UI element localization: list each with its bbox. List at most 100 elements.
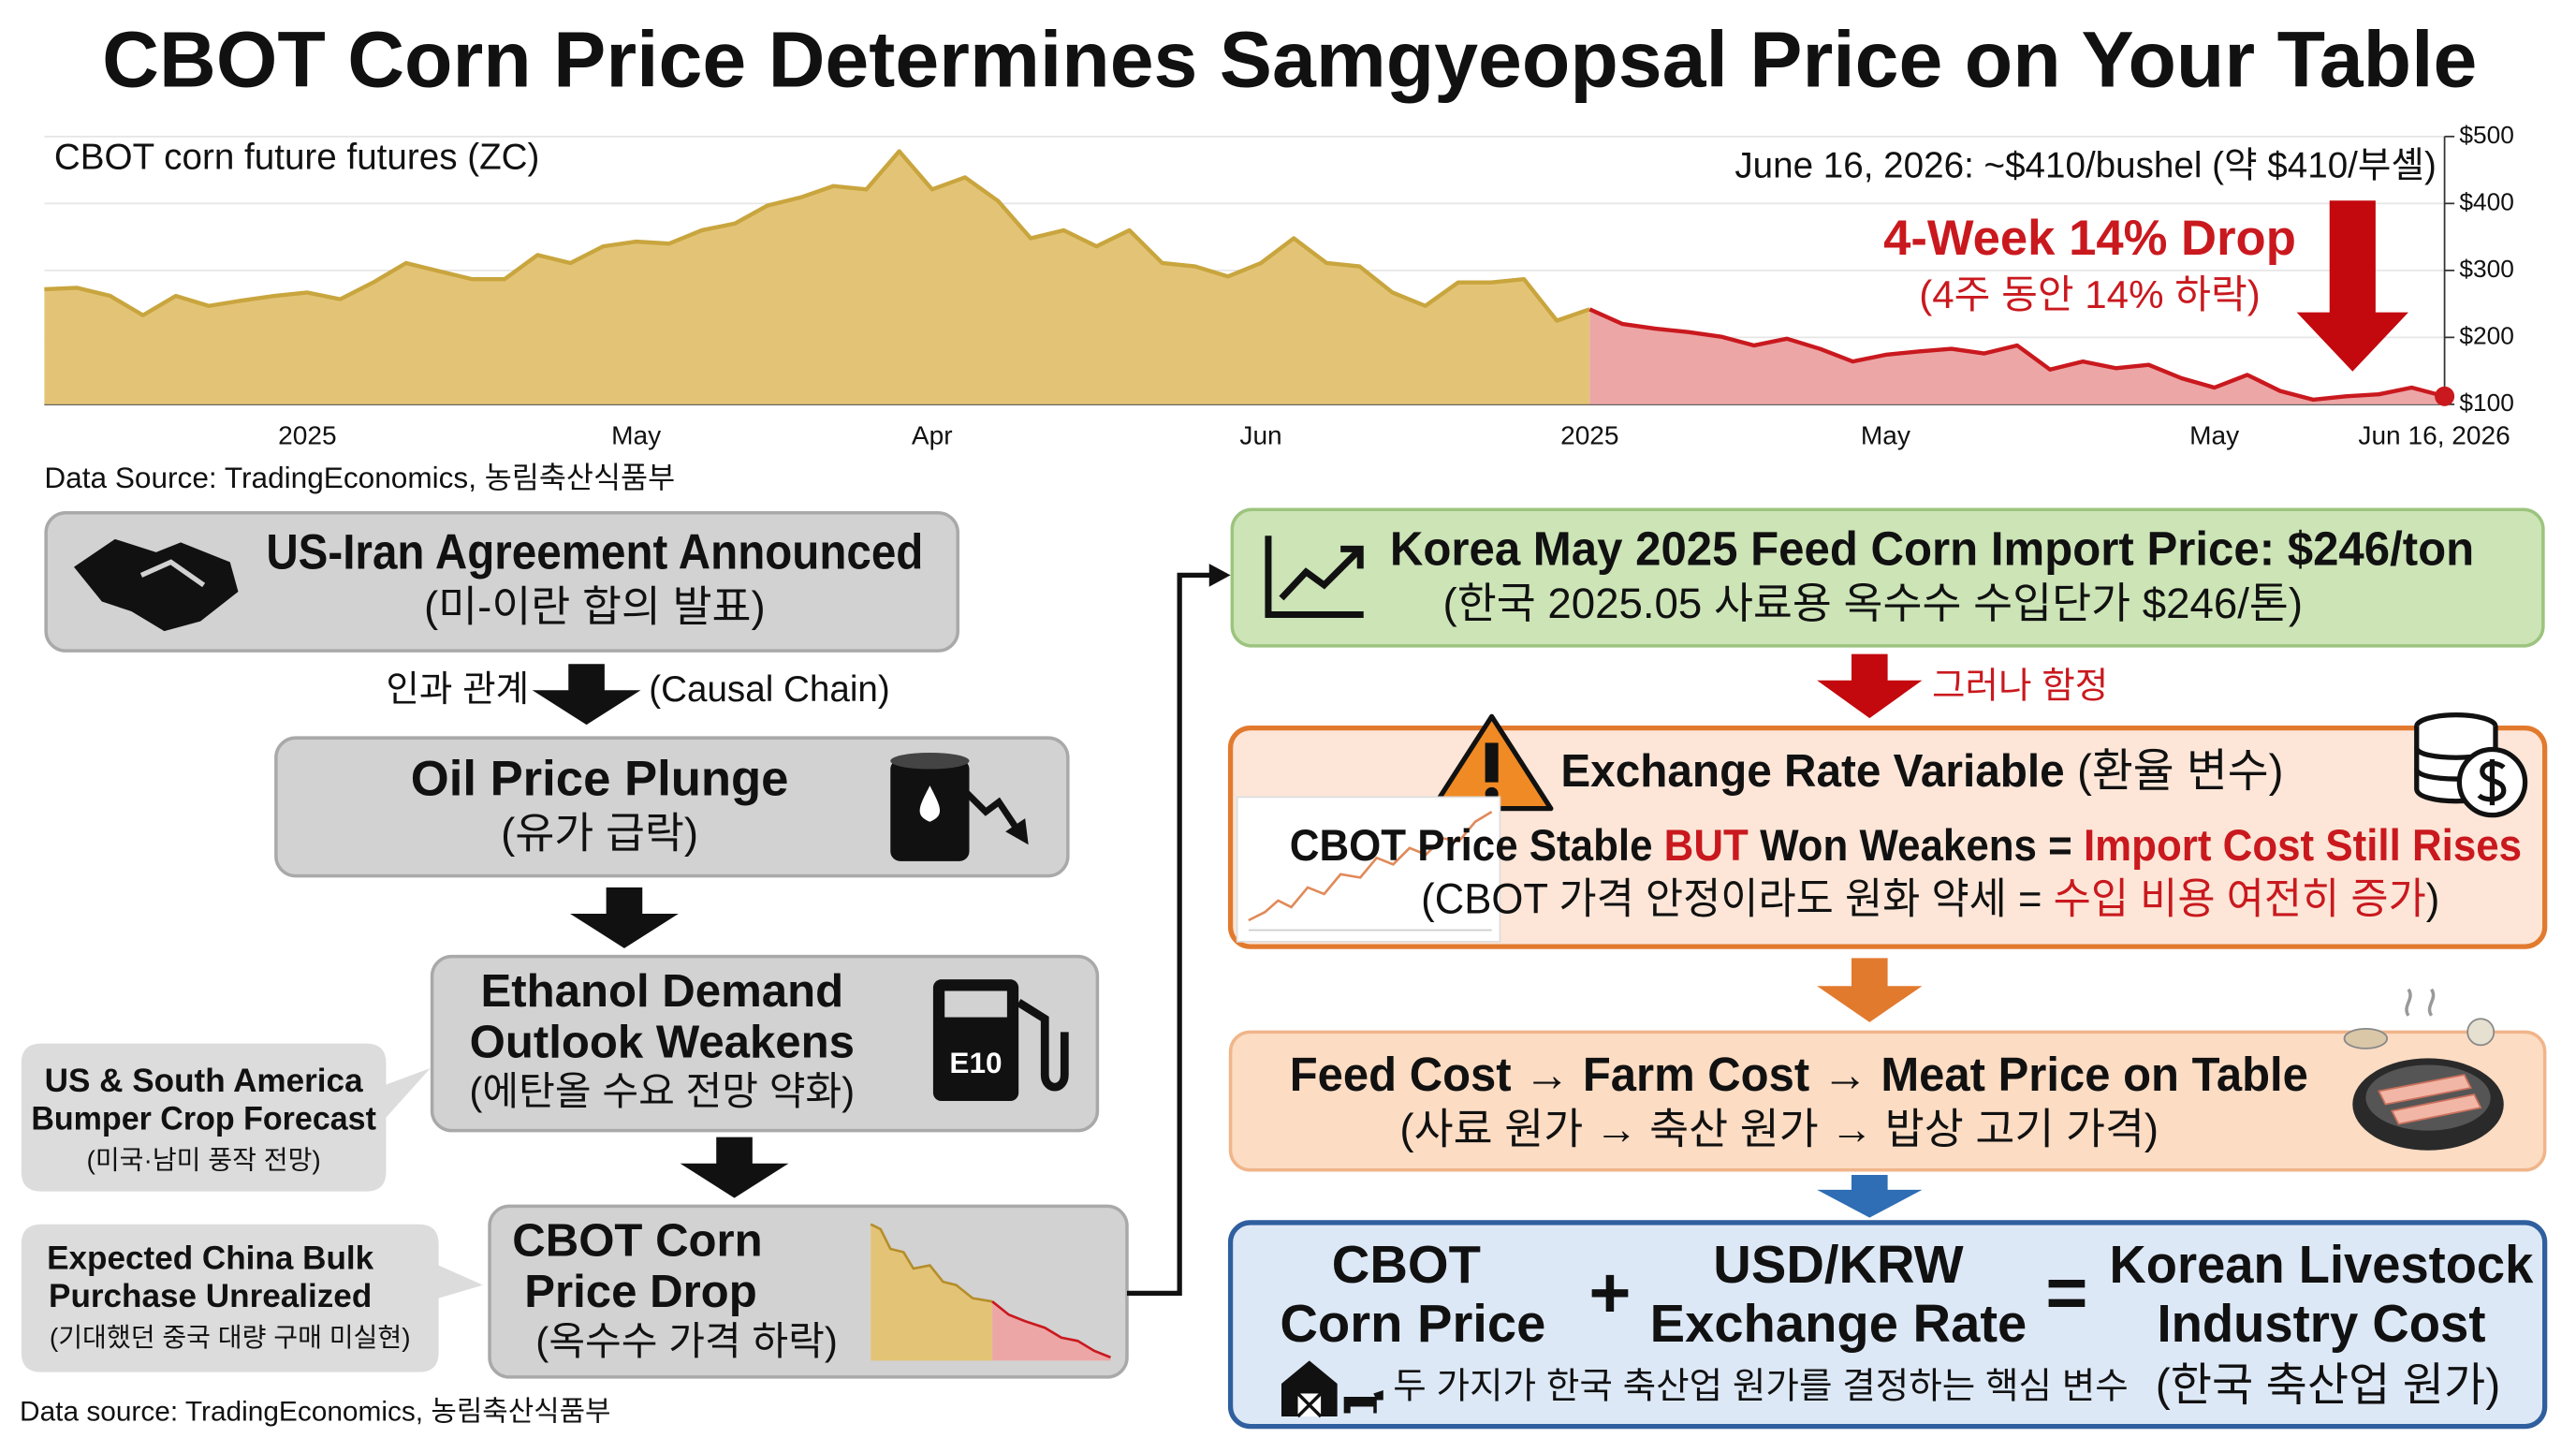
link-label: 인과 관계 bbox=[386, 669, 529, 710]
side-note bbox=[21, 1043, 431, 1192]
barn-icon bbox=[1281, 1360, 1383, 1418]
mini-chart-icon bbox=[870, 1223, 1111, 1361]
formula-term: Corn Price bbox=[1280, 1294, 1545, 1353]
formula-operator: = bbox=[2045, 1253, 2087, 1333]
import-price-subtitle: (한국 2025.05 사료용 옥수수 수입단가 $246/톤) bbox=[1443, 580, 2304, 627]
statement-part: ) bbox=[2426, 875, 2440, 923]
exchange-rate-box bbox=[1227, 726, 2548, 949]
warning-icon bbox=[1429, 713, 1554, 812]
node-subtitle: (유가 급락) bbox=[501, 810, 698, 858]
side-note-text: Bumper Crop Forecast bbox=[31, 1100, 376, 1137]
drop-arrow bbox=[2296, 200, 2408, 372]
y-tick-label: $300 bbox=[2459, 255, 2514, 283]
link-label: (Causal Chain) bbox=[649, 669, 890, 710]
import-price-box bbox=[1230, 507, 2545, 648]
formula-result: (한국 축산업 원가) bbox=[2156, 1360, 2501, 1411]
cost-chain-box bbox=[1228, 1030, 2547, 1172]
node-subtitle: (옥수수 가격 하락) bbox=[535, 1319, 838, 1363]
statement-part: Won Weakens = bbox=[1760, 820, 2072, 870]
node-title: Outlook Weakens bbox=[470, 1017, 855, 1067]
oil-barrel-icon bbox=[890, 752, 1029, 861]
formula-term: USD/KRW bbox=[1713, 1235, 1963, 1294]
side-note-text: US & South America bbox=[45, 1063, 363, 1099]
y-tick-label: $200 bbox=[2459, 321, 2514, 349]
side-note bbox=[21, 1224, 484, 1372]
side-note-subtitle: (기대했던 중국 대량 구매 미실현) bbox=[50, 1323, 411, 1352]
end-point bbox=[2435, 386, 2455, 406]
flow-arrow bbox=[570, 887, 679, 948]
import-price-title: Korea May 2025 Feed Corn Import Price: $… bbox=[1390, 521, 2474, 575]
x-tick-label: 2025 bbox=[278, 420, 336, 449]
price-chart: $100 $200 $300 $400 $500 2025 May Apr Jun 2025 May… bbox=[44, 121, 2514, 449]
statement-part: BUT bbox=[1664, 820, 1749, 870]
statement-part: 수입 비용 여전히 증가 bbox=[2054, 875, 2426, 923]
formula-box bbox=[1227, 1220, 2548, 1430]
exchange-rate-title-ko: (환율 변수) bbox=[2077, 746, 2284, 797]
formula-term: Korean Livestock bbox=[2110, 1235, 2535, 1294]
icon-label: E10 bbox=[949, 1046, 1002, 1079]
cost-chain-subtitle: (사료 원가 → 축산 원가 → 밥상 고기 가격) bbox=[1399, 1105, 2159, 1152]
y-tick-label: $100 bbox=[2459, 389, 2514, 417]
chart-subtitle: CBOT corn future futures (ZC) bbox=[54, 138, 540, 178]
x-tick-label: Jun bbox=[1239, 420, 1281, 449]
node-subtitle: (미-이란 합의 발표) bbox=[424, 582, 766, 630]
chart-icon bbox=[1265, 536, 1364, 619]
x-tick-label: 2025 bbox=[1560, 420, 1618, 449]
drop-subtitle: (4주 동안 14% 하락) bbox=[1919, 272, 2261, 316]
node-title: Price Drop bbox=[524, 1267, 756, 1317]
footer-source: Data source: TradingEconomics, 농림축산식품부 bbox=[20, 1396, 610, 1427]
flow-arrow bbox=[532, 664, 641, 726]
trap-label: 그러나 함정 bbox=[1932, 667, 2108, 707]
handshake-icon bbox=[73, 538, 239, 632]
x-tick-label: Jun 16, 2026 bbox=[2358, 420, 2510, 449]
drop-title: 4-Week 14% Drop bbox=[1883, 211, 2296, 266]
node-box bbox=[44, 510, 959, 653]
node-box bbox=[274, 736, 1070, 878]
formula-term: Exchange Rate bbox=[1650, 1294, 2027, 1353]
flow-arrow bbox=[1817, 958, 1923, 1022]
coins-icon bbox=[2414, 712, 2528, 818]
formula-operator: + bbox=[1588, 1253, 1631, 1333]
area-fill bbox=[44, 151, 1590, 404]
statement-part: CBOT Price Stable bbox=[1290, 820, 1653, 870]
fuel-pump-icon bbox=[932, 979, 1069, 1102]
exchange-statement: CBOT Price Stable BUT Won Weakens = Impo… bbox=[1290, 820, 2522, 870]
chart-annotation: June 16, 2026: ~$410/bushel (약 $410/부셸) bbox=[1734, 145, 2436, 185]
formula-note: 두 가지가 한국 축산업 원가를 결정하는 핵심 변수 bbox=[1393, 1366, 2129, 1406]
area-line bbox=[44, 149, 1591, 323]
node-title: CBOT Corn bbox=[512, 1216, 762, 1267]
connector bbox=[1127, 572, 1213, 1297]
side-note-text: Purchase Unrealized bbox=[49, 1278, 372, 1314]
connector-head bbox=[1208, 564, 1231, 587]
thumbnail-chart bbox=[1236, 796, 1501, 943]
side-note-subtitle: (미국·남미 풍작 전망) bbox=[86, 1145, 320, 1174]
node-box bbox=[430, 954, 1100, 1133]
area-fill bbox=[1589, 309, 2445, 404]
x-tick-label: May bbox=[2189, 420, 2239, 449]
y-tick-label: $500 bbox=[2459, 121, 2514, 149]
area-line bbox=[1588, 307, 2446, 403]
statement-part: (CBOT 가격 안정이라도 원화 약세 = bbox=[1421, 875, 2042, 923]
y-tick-label: $400 bbox=[2459, 187, 2514, 215]
node-title: Oil Price Plunge bbox=[411, 751, 789, 806]
statement-part: Import Cost Still Rises bbox=[2084, 820, 2522, 870]
flow-arrow bbox=[680, 1137, 789, 1198]
grill-icon bbox=[2343, 988, 2504, 1151]
x-tick-label: May bbox=[611, 420, 661, 449]
node-title: Ethanol Demand bbox=[481, 966, 844, 1017]
chart-source: Data Source: TradingEconomics, 농림축산식품부 bbox=[44, 461, 675, 494]
side-note-text: Expected China Bulk bbox=[47, 1240, 374, 1277]
cost-chain-title: Feed Cost → Farm Cost → Meat Price on Ta… bbox=[1290, 1048, 2308, 1101]
flow-arrow bbox=[1817, 1175, 1923, 1218]
page-title: CBOT Corn Price Determines Samgyeopsal P… bbox=[102, 16, 2477, 104]
node-title: US-Iran Agreement Announced bbox=[266, 524, 923, 580]
x-tick-label: May bbox=[1861, 420, 1910, 449]
exchange-rate-title: Exchange Rate Variable (환율 변수) bbox=[1560, 746, 2283, 797]
exchange-rate-title-en: Exchange Rate Variable bbox=[1560, 746, 2064, 797]
exchange-statement-ko: (CBOT 가격 안정이라도 원화 약세 = 수입 비용 여전히 증가) bbox=[1421, 875, 2439, 923]
flow-arrow bbox=[1817, 653, 1923, 719]
formula-term: Industry Cost bbox=[2157, 1294, 2485, 1353]
formula-term: CBOT bbox=[1332, 1235, 1481, 1294]
